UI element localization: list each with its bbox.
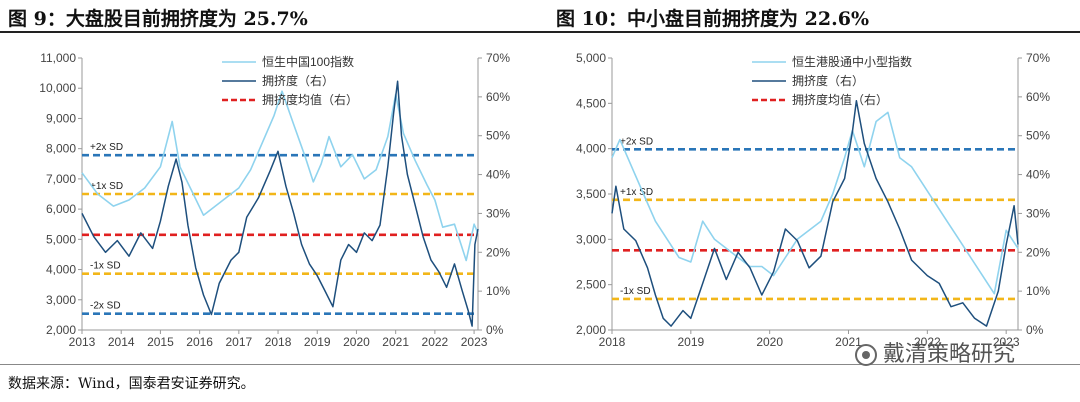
x-tick-label: 2022 (914, 335, 941, 349)
reference-line-label: -1x SD (90, 261, 121, 272)
legend-label: 恒生中国100指数 (262, 54, 354, 69)
y-right-tick-label: 50% (1026, 129, 1050, 143)
y-left-tick-label: 8,000 (46, 142, 76, 156)
x-tick-label: 2020 (756, 335, 783, 349)
reference-line-label: +1x SD (90, 181, 123, 192)
chart-small-mid-cap-crowding: 2,000 2,500 3,000 3,500 4,000 4,500 5,000 0% 10%… (576, 51, 1050, 349)
x-tick-label: 2020 (343, 335, 370, 349)
figure-10-title: 图 10：中小盘目前拥挤度为 22.6% (556, 8, 869, 30)
y-right-tick-label: 20% (1026, 245, 1050, 259)
wechat-icon (855, 344, 877, 366)
y-left-tick-label: 11,000 (40, 51, 76, 65)
legend-label: 拥挤度（右） (792, 73, 864, 88)
y-left-tick-label: 7,000 (46, 172, 76, 186)
y-right-tick-label: 30% (1026, 206, 1050, 220)
y-left-tick-label: 6,000 (46, 202, 76, 216)
legend-label: 恒生港股通中小型指数 (792, 54, 912, 69)
y-left-tick-label: 3,500 (576, 187, 606, 201)
reference-line-label: +2x SD (90, 142, 123, 153)
y-right-tick-label: 30% (486, 206, 510, 220)
y-left-tick-label: 4,500 (576, 96, 606, 110)
y-right-tick-label: 10% (486, 284, 510, 298)
x-tick-label: 2019 (304, 335, 331, 349)
y-right-tick-label: 70% (486, 51, 510, 65)
x-tick-label: 2017 (225, 335, 252, 349)
series-line (81, 80, 479, 327)
y-left-tick-label: 4,000 (46, 263, 76, 277)
x-tick-label: 2018 (599, 335, 626, 349)
legend-label: 拥挤度（右） (262, 73, 334, 88)
reference-line-label: +1x SD (620, 187, 653, 198)
x-tick-label: 2016 (186, 335, 213, 349)
series-line (611, 99, 1019, 327)
legend-label: 拥挤度均值（右） (792, 92, 888, 107)
y-right-tick-label: 0% (1026, 323, 1044, 337)
reference-line-label: +2x SD (620, 136, 653, 147)
reference-line-label: -2x SD (90, 301, 121, 312)
series-line (81, 90, 479, 262)
watermark: 戴清策略研究 (855, 336, 1015, 368)
x-tick-label: 2014 (108, 335, 135, 349)
y-left-tick-label: 4,000 (576, 142, 606, 156)
x-tick-label: 2023 (993, 335, 1020, 349)
x-tick-label: 2021 (835, 335, 862, 349)
y-left-tick-label: 2,000 (576, 323, 606, 337)
x-tick-label: 2018 (265, 335, 292, 349)
y-right-tick-label: 20% (486, 245, 510, 259)
y-left-tick-label: 3,000 (46, 293, 76, 307)
y-left-tick-label: 3,000 (576, 232, 606, 246)
watermark-text: 戴清策略研究 (883, 342, 1016, 367)
series-line (611, 111, 1019, 295)
y-left-tick-label: 5,000 (46, 232, 76, 246)
y-right-tick-label: 40% (486, 168, 510, 182)
y-right-tick-label: 50% (486, 129, 510, 143)
x-tick-label: 2022 (422, 335, 449, 349)
y-right-tick-label: 60% (1026, 90, 1050, 104)
x-tick-label: 2019 (677, 335, 704, 349)
y-right-tick-label: 60% (486, 90, 510, 104)
y-left-tick-label: 10,000 (39, 81, 76, 95)
y-left-tick-label: 2,500 (576, 278, 606, 292)
x-tick-label: 2015 (147, 335, 174, 349)
source-divider (0, 364, 1080, 365)
y-right-tick-label: 10% (1026, 284, 1050, 298)
y-left-tick-label: 5,000 (576, 51, 606, 65)
chart-large-cap-crowding: 2,000 3,000 4,000 5,000 6,000 7,000 8,000 9,000… (39, 51, 510, 349)
x-tick-label: 2021 (382, 335, 409, 349)
x-tick-label: 2023 (461, 335, 488, 349)
reference-line-label: -1x SD (620, 286, 651, 297)
y-right-tick-label: 40% (1026, 168, 1050, 182)
figure-9-title: 图 9：大盘股目前拥挤度为 25.7% (8, 8, 308, 30)
y-right-tick-label: 70% (1026, 51, 1050, 65)
y-left-tick-label: 9,000 (46, 111, 76, 125)
y-left-tick-label: 2,000 (46, 323, 76, 337)
y-right-tick-label: 0% (486, 323, 504, 337)
data-source-note: 数据来源：Wind，国泰君安证券研究。 (8, 376, 255, 392)
x-tick-label: 2013 (69, 335, 96, 349)
title-divider (0, 31, 1080, 33)
legend-label: 拥挤度均值（右） (262, 92, 358, 107)
